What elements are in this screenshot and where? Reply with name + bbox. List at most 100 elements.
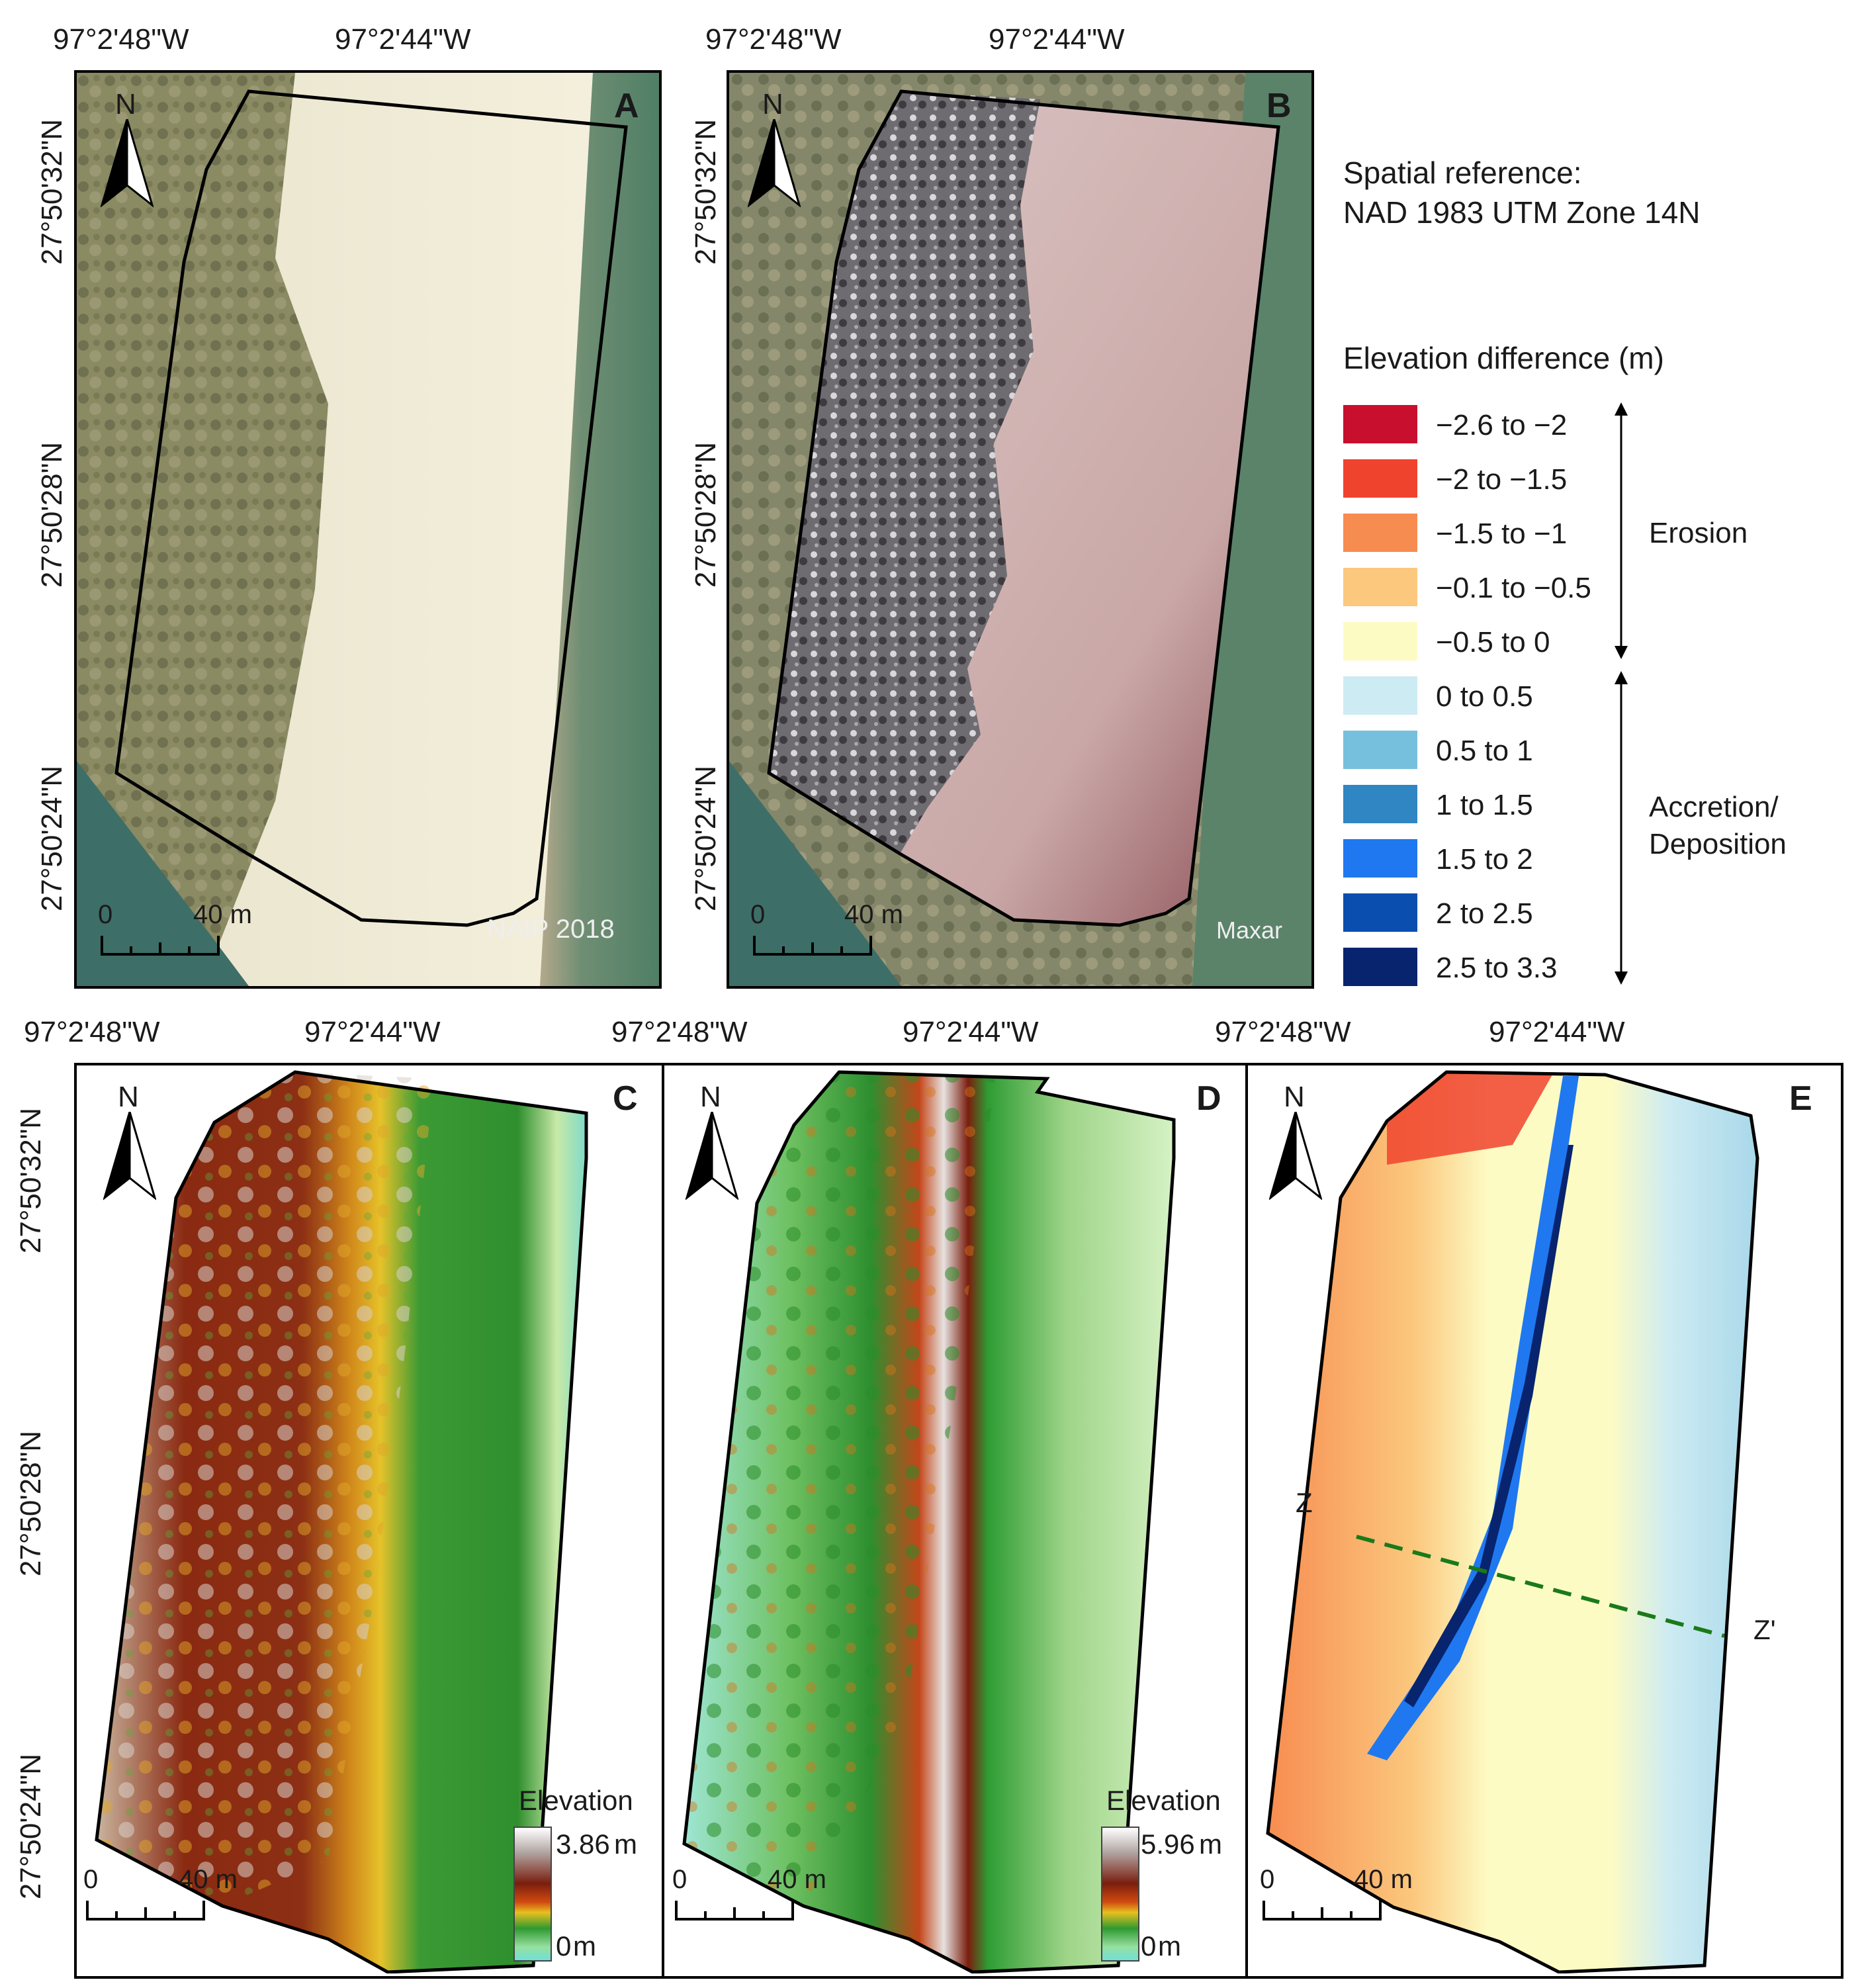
panel-b-scale-bar — [753, 936, 872, 956]
panel-d-elevation-title: Elevation — [1106, 1785, 1221, 1816]
north-arrow-icon — [1269, 1112, 1322, 1200]
legend-swatch — [1343, 676, 1417, 715]
lon-label-e-left: 97°2'48"W — [1215, 1016, 1351, 1048]
legend-item-label: 0.5 to 1 — [1436, 735, 1533, 767]
legend-swatch — [1343, 893, 1417, 932]
panel-d-elevation-ramp — [1101, 1827, 1139, 1962]
spatial-reference-line1: Spatial reference: — [1343, 156, 1582, 190]
lat-label-b-top: 27°50'32"N — [689, 118, 722, 265]
panel-divider-cd — [662, 1063, 664, 1976]
panel-c-scale-end: 40 m — [179, 1865, 238, 1894]
lon-label-b-left: 97°2'48"W — [705, 23, 842, 56]
north-arrow-icon — [101, 119, 154, 208]
panel-c-elevation-min-unit: m — [573, 1930, 596, 1962]
north-arrow-icon — [686, 1112, 738, 1200]
legend-item-label: −1.5 to −1 — [1436, 518, 1568, 550]
panel-a-scale-end: 40 m — [193, 900, 252, 929]
legend-item-label: −2 to −1.5 — [1436, 463, 1568, 496]
legend-swatch — [1343, 785, 1417, 823]
legend-item-label: 1 to 1.5 — [1436, 789, 1533, 821]
panel-d-elevation-min-unit: m — [1158, 1930, 1181, 1962]
spatial-reference-line2: NAD 1983 UTM Zone 14N — [1343, 195, 1701, 230]
panel-d-study-area-outline — [682, 1070, 1176, 1973]
lat-label-c-top: 27°50'32"N — [15, 1107, 47, 1254]
lon-label-e-right: 97°2'44"W — [1489, 1016, 1625, 1048]
legend-swatch — [1343, 405, 1417, 443]
panel-e-profile-end: Z' — [1753, 1614, 1776, 1645]
panel-a-scale-zero: 0 — [98, 900, 113, 929]
panel-a-frame — [74, 70, 662, 989]
panel-d-elevation-min: 0 — [1141, 1930, 1157, 1962]
panel-b-scale-zero: 0 — [750, 900, 766, 929]
lon-label-c-right: 97°2'44"W — [304, 1016, 441, 1048]
legend-swatch — [1343, 459, 1417, 498]
lat-label-c-mid: 27°50'28"N — [15, 1430, 47, 1577]
panel-d-scale-bar — [675, 1901, 794, 1920]
legend-item-label: −0.5 to 0 — [1436, 626, 1550, 658]
panel-a-north-arrow: N — [101, 90, 154, 216]
lat-label-a-bot: 27°50'24"N — [36, 765, 68, 912]
panel-a-credit: NAIP 2018 — [487, 915, 615, 944]
panel-a-scale-bar — [101, 936, 220, 956]
panel-c-elevation-ramp — [513, 1827, 552, 1962]
panel-c-map — [95, 1070, 588, 1973]
legend-item-label: 0 to 0.5 — [1436, 680, 1533, 713]
bottom-panels-frame — [74, 1063, 1843, 1979]
panel-d-elevation-max-unit: m — [1199, 1829, 1222, 1860]
lat-label-c-bot: 27°50'24"N — [15, 1753, 47, 1900]
panel-c-elevation-max-unit: m — [614, 1829, 637, 1860]
legend-swatch — [1343, 514, 1417, 552]
north-arrow-label: N — [1284, 1081, 1305, 1113]
legend-item-label: 2.5 to 3.3 — [1436, 952, 1558, 984]
panel-divider-de — [1245, 1063, 1248, 1976]
north-arrow-label: N — [762, 88, 783, 120]
north-arrow-label: N — [700, 1081, 721, 1113]
panel-b-north-arrow: N — [748, 90, 801, 216]
lon-label-b-right: 97°2'44"W — [989, 23, 1125, 56]
legend-erosion-label: Erosion — [1649, 517, 1748, 549]
north-arrow-icon — [103, 1112, 156, 1200]
legend-swatch — [1343, 622, 1417, 660]
panel-b-scale-end: 40 m — [844, 900, 903, 929]
panel-d-north-arrow: N — [686, 1083, 738, 1208]
panel-a-map — [77, 73, 659, 986]
panel-c-elevation-map — [77, 1065, 662, 1973]
lon-label-d-left: 97°2'48"W — [611, 1016, 748, 1048]
panel-b-maxar-imagery — [729, 73, 1311, 986]
legend-title: Elevation difference (m) — [1343, 341, 1664, 375]
panel-d-scale-end: 40 m — [768, 1865, 826, 1894]
panel-b-credit: Maxar — [1216, 917, 1283, 944]
lon-label-c-left: 97°2'48"W — [24, 1016, 160, 1048]
north-arrow-label: N — [118, 1081, 139, 1113]
legend-swatch — [1343, 948, 1417, 986]
panel-c-study-area-outline — [95, 1070, 588, 1973]
panel-d-map — [682, 1070, 1176, 1973]
legend-item-label: −2.6 to −2 — [1436, 409, 1568, 441]
lon-label-a-left: 97°2'48"W — [53, 23, 189, 56]
north-arrow-label: N — [115, 88, 136, 120]
panel-d-scale-zero: 0 — [672, 1865, 687, 1894]
panel-a-letter: A — [614, 87, 639, 125]
panel-c-scale-bar — [86, 1901, 205, 1920]
panel-d-elevation-max: 5.96 — [1141, 1829, 1195, 1860]
panel-e-scale-bar — [1263, 1901, 1382, 1920]
panel-d-letter: D — [1196, 1079, 1221, 1118]
legend-item-label: −0.1 to −0.5 — [1436, 572, 1591, 604]
panel-e-elevation-difference-map — [1248, 1065, 1838, 1973]
panel-c-elevation-title: Elevation — [519, 1785, 633, 1816]
legend-item-label: 1.5 to 2 — [1436, 843, 1533, 876]
legend-accretion-label-2: Deposition — [1649, 828, 1787, 860]
panel-c-scale-zero: 0 — [83, 1865, 99, 1894]
panel-c-elevation-max: 3.86 — [556, 1829, 610, 1860]
legend-swatch — [1343, 731, 1417, 769]
legend-accretion-label-1: Accretion/ — [1649, 791, 1779, 823]
north-arrow-icon — [748, 119, 801, 208]
panel-e-profile-line — [1356, 1535, 1725, 1638]
legend-swatch — [1343, 839, 1417, 878]
legend-arrows — [1615, 402, 1628, 985]
panel-c-letter: C — [613, 1079, 638, 1118]
panel-b-map — [729, 73, 1311, 986]
panel-e-scale-zero: 0 — [1260, 1865, 1275, 1894]
lon-label-a-right: 97°2'44"W — [335, 23, 471, 56]
panel-a-study-area-outline — [114, 89, 628, 927]
